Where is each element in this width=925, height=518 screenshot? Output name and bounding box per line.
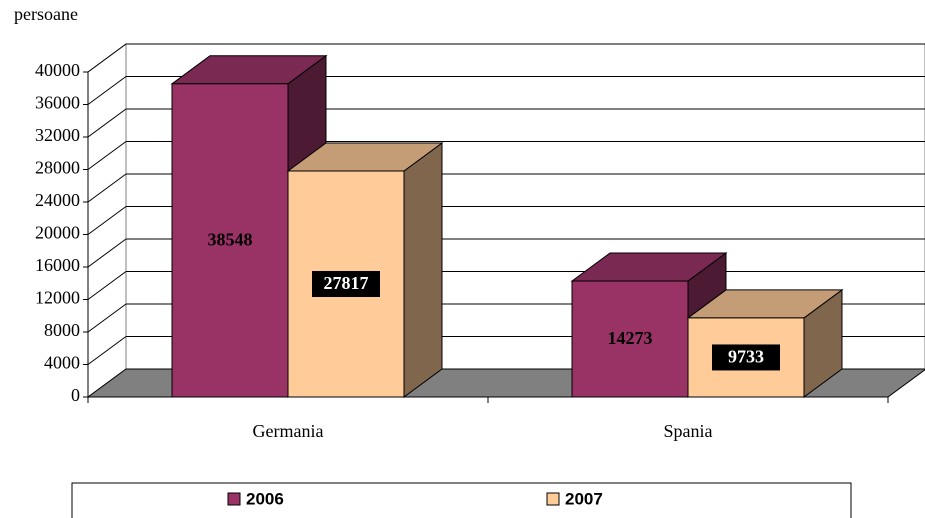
legend-swatch <box>546 492 560 506</box>
grid-line <box>87 76 127 105</box>
y-tick-label: 12000 <box>35 288 80 308</box>
y-tick-label: 36000 <box>35 93 80 113</box>
value-label: 38548 <box>208 230 253 250</box>
grid-line <box>87 173 127 203</box>
value-label: 9733 <box>728 347 764 367</box>
value-label-box <box>712 344 780 371</box>
y-tick-label: 24000 <box>35 190 80 210</box>
y-tick-label: 32000 <box>35 125 80 145</box>
grid-line <box>87 336 127 365</box>
x-tick-label: Spania <box>664 421 713 441</box>
y-axis-label: persoane <box>14 4 78 24</box>
grid-line <box>87 141 127 170</box>
y-tick-label: 0 <box>71 385 80 405</box>
grid-line <box>87 238 127 268</box>
grid-line <box>87 206 127 235</box>
bar <box>571 280 689 398</box>
y-tick-label: 28000 <box>35 158 80 178</box>
grid-line <box>87 108 127 138</box>
legend-label: 2007 <box>565 489 603 508</box>
value-label: 27817 <box>324 273 369 293</box>
y-tick-label: 20000 <box>35 223 80 243</box>
y-tick-label: 16000 <box>35 255 80 275</box>
x-tick-label: Germania <box>253 421 324 441</box>
grid-line <box>87 303 127 333</box>
bar-side <box>403 141 443 398</box>
legend <box>71 482 852 518</box>
legend-label: 2006 <box>246 489 284 508</box>
y-tick-label: 8000 <box>44 320 80 340</box>
y-tick-label: 4000 <box>44 353 80 373</box>
legend-swatch <box>227 492 241 506</box>
grid-line <box>87 43 127 73</box>
y-tick-label: 40000 <box>35 60 80 80</box>
bar <box>171 83 289 398</box>
value-label-box <box>312 270 380 297</box>
value-label: 14273 <box>608 328 653 348</box>
grid-line <box>87 271 127 300</box>
